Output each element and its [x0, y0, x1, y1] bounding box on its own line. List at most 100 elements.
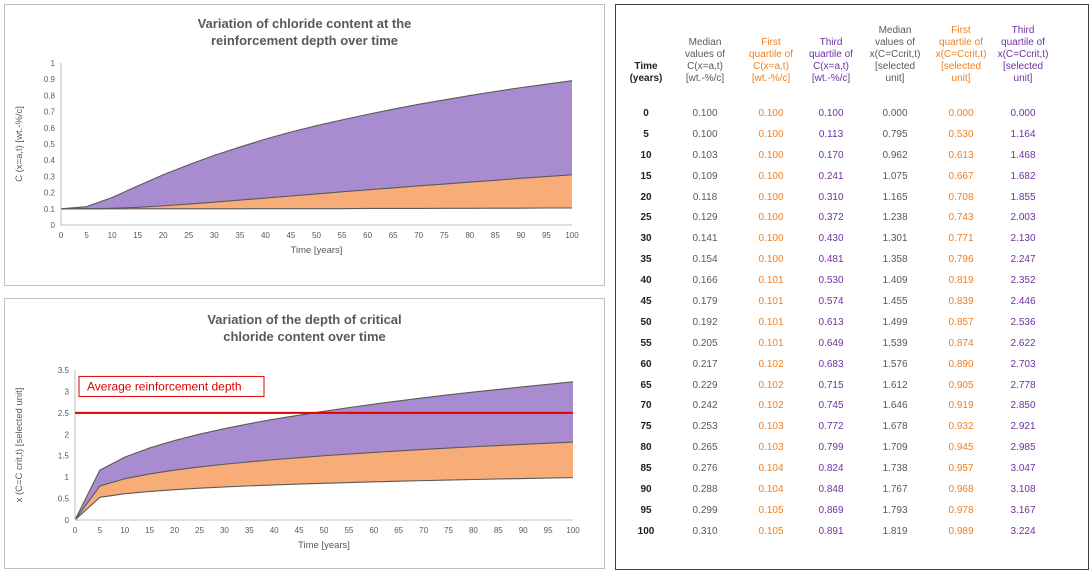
table-cell-median-x: 1.301 — [882, 233, 908, 245]
chart1-x-tick-label: 40 — [261, 231, 270, 240]
table-cell-third-quartile-x: 3.108 — [1010, 483, 1036, 495]
table-cell-median-x: 1.767 — [882, 483, 908, 495]
chart2-x-tick-label: 25 — [195, 526, 204, 535]
table-cell-median-x: 1.409 — [882, 275, 908, 287]
table-header-line: Time — [634, 61, 658, 72]
chart1-x-axis-label: Time [years] — [291, 245, 343, 256]
table-cell-time: 35 — [640, 254, 652, 266]
table-cell-time: 30 — [640, 233, 652, 245]
table-cell-third-quartile-c: 0.891 — [818, 525, 844, 537]
table-cell-first-quartile-x: 0.919 — [948, 400, 974, 412]
chart2-series-line-median — [74, 441, 574, 521]
table-cell-median-c: 0.179 — [692, 295, 718, 307]
table-cell-first-quartile-c: 0.101 — [758, 295, 784, 307]
chart1-band-upper — [61, 80, 572, 209]
table-cell-first-quartile-c: 0.100 — [758, 254, 784, 266]
chart1-x-tick-label: 55 — [338, 231, 347, 240]
chart2-x-axis-label: Time [years] — [298, 540, 350, 551]
table-cell-time: 60 — [640, 358, 652, 370]
table-header-line: Median — [878, 25, 912, 36]
table-cell-third-quartile-x: 3.047 — [1010, 463, 1036, 475]
table-header-line: Third — [1011, 25, 1035, 36]
table-cell-first-quartile-c: 0.100 — [758, 233, 784, 245]
table-cell-first-quartile-c: 0.100 — [758, 212, 784, 224]
chloride-content-chart: Variation of chloride content at the rei… — [4, 4, 605, 286]
table-cell-time: 5 — [643, 128, 649, 140]
chart1-x-tick-label: 0 — [59, 231, 64, 240]
chart2-plot: 0 5 10 15 20 25 30 35 40 45 50 55 60 65 70 75 80 85 90 95 10… — [14, 366, 580, 551]
table-header-line: Third — [819, 37, 843, 48]
table-header-first-quartile-c: First quartile of C(x=a,t) [wt.-%/c] — [740, 25, 802, 103]
table-cell-third-quartile-x: 2.536 — [1010, 316, 1036, 328]
table-cell-median-c: 0.205 — [692, 337, 718, 349]
table-cell-first-quartile-c: 0.100 — [758, 149, 784, 161]
table-cell-third-quartile-x: 1.855 — [1010, 191, 1036, 203]
table-cell-median-x: 1.539 — [882, 337, 908, 349]
chart2-x-tick-label: 60 — [369, 526, 378, 535]
chart2-x-tick-label: 80 — [469, 526, 478, 535]
table-cell-median-x: 1.358 — [882, 254, 908, 266]
chart1-y-tick-label: 0.8 — [44, 91, 56, 100]
table-cell-median-x: 1.455 — [882, 295, 908, 307]
table-cell-third-quartile-c: 0.772 — [818, 421, 844, 433]
table-cell-third-quartile-c: 0.574 — [818, 295, 844, 307]
table-cell-median-c: 0.100 — [692, 128, 718, 140]
table-cell-time: 40 — [640, 275, 652, 287]
chart1-x-tick-label: 10 — [108, 231, 117, 240]
chart1-series-line-median — [61, 174, 573, 210]
table-body: 0 0.100 0.100 0.100 0.000 0.000 0.000 5 0.100 0.1… — [622, 103, 1054, 542]
table-row: 55 0.205 0.101 0.649 1.539 0.874 2.622 — [622, 333, 1054, 354]
chart1-x-tick-label: 20 — [159, 231, 168, 240]
chart2-title-line-2: chloride content over time — [223, 329, 386, 344]
chart1-y-axis-label: C (x=a,t) [wt.-%/c] — [14, 106, 25, 182]
chart2-y-tick-label: 2 — [65, 430, 70, 439]
chart1-title-line-2: reinforcement depth over time — [210, 33, 399, 48]
table-cell-first-quartile-c: 0.103 — [758, 421, 784, 433]
table-cell-first-quartile-x: 0.945 — [948, 442, 974, 454]
table-cell-third-quartile-c: 0.481 — [818, 254, 844, 266]
table-cell-third-quartile-x: 2.247 — [1010, 254, 1036, 266]
table-row: 20 0.118 0.100 0.310 1.165 0.708 1.855 — [622, 187, 1054, 208]
chart1-series-line-low — [61, 207, 572, 210]
table-cell-median-c: 0.154 — [692, 254, 718, 266]
table-row: 65 0.229 0.102 0.715 1.612 0.905 2.778 — [622, 375, 1054, 396]
table-header-line: quartile of — [1001, 37, 1045, 48]
table-cell-median-x: 1.238 — [882, 212, 908, 224]
table-cell-first-quartile-c: 0.104 — [758, 463, 784, 475]
chart1-y-tick-label: 0.3 — [44, 172, 56, 181]
table-cell-first-quartile-x: 0.667 — [948, 170, 974, 182]
table-header-line: unit] — [885, 73, 905, 84]
table-cell-median-c: 0.100 — [692, 107, 718, 119]
chart2-y-tick-label: 0.5 — [58, 495, 70, 504]
table-cell-third-quartile-x: 2.130 — [1010, 233, 1036, 245]
table-cell-median-c: 0.192 — [692, 316, 718, 328]
table-cell-third-quartile-x: 2.850 — [1010, 400, 1036, 412]
chart1-x-tick-label: 60 — [363, 231, 372, 240]
table-row: 45 0.179 0.101 0.574 1.455 0.839 2.446 — [622, 291, 1054, 312]
table-cell-median-c: 0.217 — [692, 358, 718, 370]
table-row: 0 0.100 0.100 0.100 0.000 0.000 0.000 — [622, 103, 1054, 124]
chart1-x-tick-label: 5 — [84, 231, 89, 240]
table-header-median-x: Median values of x(C=Ccrit,t) [selected unit… — [860, 25, 930, 103]
table-header-row: Time (years) Median values of C(x=a,t) [wt.-%… — [622, 25, 1054, 103]
chart1-title-line-1: Variation of chloride content at the — [197, 16, 412, 31]
table-cell-time: 15 — [640, 170, 652, 182]
table-cell-time: 25 — [640, 212, 652, 224]
chart2-x-tick-label: 5 — [98, 526, 103, 535]
chart2-y-tick-label: 1 — [65, 473, 70, 482]
table-cell-third-quartile-x: 2.778 — [1010, 379, 1036, 391]
table-cell-time: 90 — [640, 483, 652, 495]
table-header-median-c: Median values of C(x=a,t) [wt.-%/c] — [670, 25, 740, 103]
table-cell-time: 50 — [640, 316, 652, 328]
chart1-x-tick-label: 50 — [312, 231, 321, 240]
table-cell-third-quartile-x: 1.682 — [1010, 170, 1036, 182]
chart1-y-tick-label: 0.7 — [44, 108, 56, 117]
chart1-x-tick-label: 35 — [235, 231, 244, 240]
chart2-series-line-high — [74, 381, 574, 521]
chart1-title: Variation of chloride content at the rei… — [5, 15, 604, 49]
chart1-y-tick-label: 1 — [51, 59, 56, 68]
table-cell-median-x: 1.819 — [882, 525, 908, 537]
table-cell-third-quartile-x: 1.164 — [1010, 128, 1036, 140]
table-row: 5 0.100 0.100 0.113 0.795 0.530 1.164 — [622, 124, 1054, 145]
table-cell-first-quartile-x: 0.874 — [948, 337, 974, 349]
